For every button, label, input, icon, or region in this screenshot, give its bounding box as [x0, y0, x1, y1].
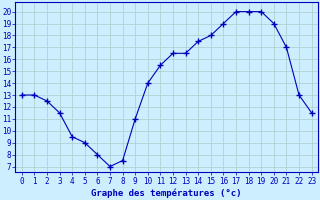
X-axis label: Graphe des températures (°c): Graphe des températures (°c) — [92, 188, 242, 198]
